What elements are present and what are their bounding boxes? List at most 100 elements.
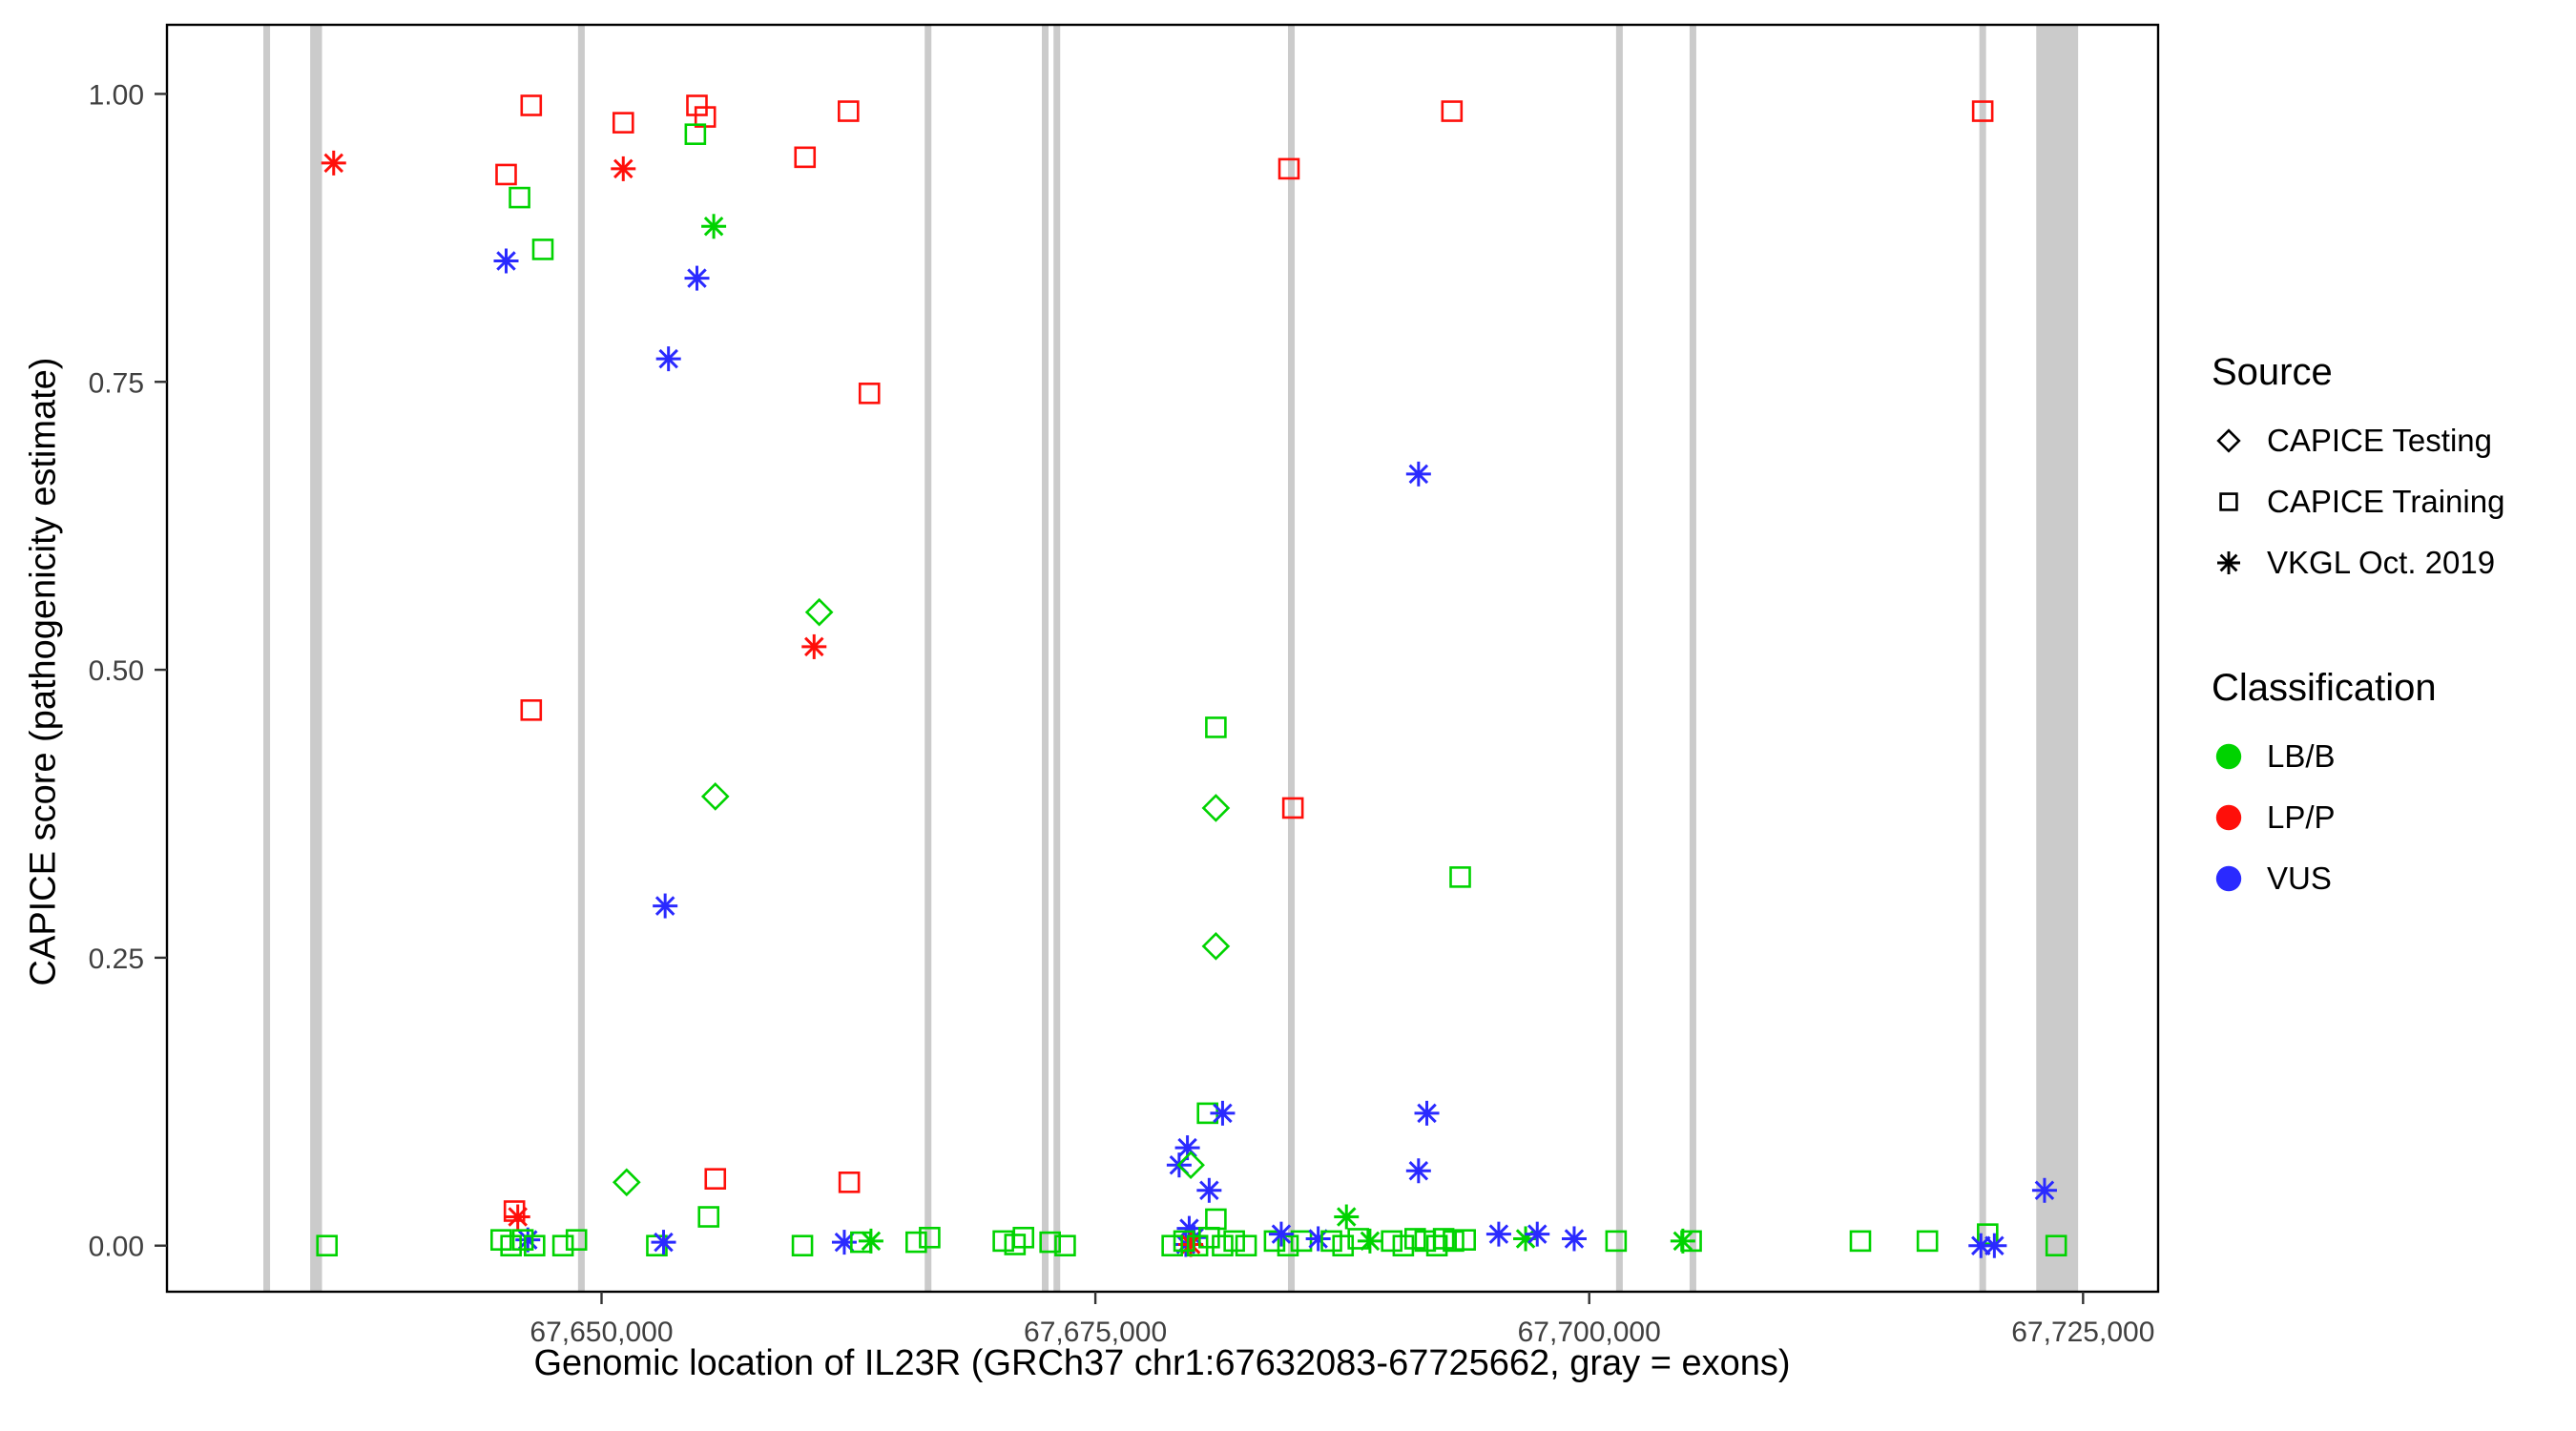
data-point-diamond: [1201, 931, 1231, 961]
legend-group-classification: Classification LB/B LP/P VUS: [2212, 667, 2504, 922]
data-point-square: [1277, 1234, 1299, 1257]
data-point-square: [509, 186, 530, 209]
data-point-asterisk: [1179, 1218, 1199, 1238]
data-point-asterisk: [1527, 1224, 1548, 1244]
data-point-square: [511, 1229, 534, 1251]
data-point-square: [1263, 1230, 1286, 1253]
data-point-square: [1320, 1230, 1342, 1253]
legend-label: LP/P: [2267, 799, 2336, 835]
x-tick-label: 67,650,000: [530, 1317, 673, 1348]
legend-label: VKGL Oct. 2019: [2267, 545, 2496, 580]
data-point-square: [1278, 157, 1300, 180]
data-point-square: [1454, 1229, 1476, 1251]
data-point-square: [1212, 1234, 1234, 1257]
data-point-square: [1849, 1230, 1872, 1253]
data-point-square: [858, 383, 881, 404]
data-point-square: [1971, 100, 1994, 122]
plot-panel: [167, 25, 2158, 1292]
data-point-asterisk: [1564, 1229, 1585, 1249]
data-point-square: [500, 1234, 522, 1257]
data-point-asterisk: [1984, 1235, 2005, 1255]
data-point-square: [1392, 1234, 1415, 1257]
data-point-asterisk: [1271, 1224, 1292, 1244]
exon-band: [310, 25, 322, 1292]
data-point-square: [1161, 1234, 1183, 1257]
legend-item-lpp: LP/P: [2212, 799, 2504, 836]
exon-band: [2036, 25, 2079, 1292]
data-point-square: [1425, 1234, 1448, 1257]
data-point-square: [1977, 1223, 1999, 1245]
exon-band: [577, 25, 585, 1292]
data-point-square: [520, 94, 543, 116]
legend: Source CAPICE Testing CAPICE Training: [2212, 351, 2504, 922]
legend-item-capice-training: CAPICE Training: [2212, 484, 2504, 520]
exon-band: [1689, 25, 1696, 1292]
data-point-asterisk: [2034, 1180, 2055, 1201]
x-axis-title: Genomic location of IL23R (GRCh37 chr1:6…: [533, 1343, 1791, 1383]
data-point-square: [1198, 1226, 1220, 1249]
exon-band: [1979, 25, 1986, 1292]
exon-band: [1053, 25, 1061, 1292]
data-point-asterisk: [1360, 1231, 1381, 1252]
legend-label: CAPICE Testing: [2267, 423, 2492, 458]
data-point-square: [1186, 1234, 1209, 1257]
legend-label: VUS: [2267, 861, 2332, 896]
data-point-square: [2045, 1234, 2067, 1257]
y-tick-label: 0.25: [89, 944, 144, 975]
data-point-square: [524, 1234, 546, 1257]
y-tick-label: 0.75: [89, 367, 144, 399]
data-point-square: [684, 123, 707, 145]
data-point-square: [1443, 1230, 1465, 1253]
green-dot-icon: [2215, 743, 2242, 770]
data-point-asterisk: [1672, 1231, 1693, 1252]
data-point-square: [1205, 716, 1227, 738]
asterisk-icon: [2217, 551, 2240, 574]
data-point-asterisk: [1408, 1160, 1429, 1181]
data-point-square: [1381, 1230, 1402, 1253]
data-point-square: [1680, 1230, 1702, 1253]
data-point-square: [1441, 100, 1464, 122]
data-point-asterisk: [323, 153, 343, 174]
data-point-square: [1916, 1230, 1939, 1253]
data-point-asterisk: [658, 348, 678, 369]
data-point-square: [791, 1234, 814, 1257]
data-point-diamond: [1201, 794, 1231, 822]
data-point-square: [1223, 1230, 1245, 1253]
data-point-square: [1449, 866, 1471, 888]
data-point-square: [704, 1168, 727, 1190]
red-dot-icon: [2215, 804, 2242, 831]
legend-classification-title: Classification: [2212, 667, 2437, 709]
data-point-asterisk: [654, 1232, 674, 1253]
panel-border: [165, 23, 2160, 1294]
data-point-square: [697, 1206, 720, 1228]
legend-source-title: Source: [2212, 351, 2333, 393]
data-point-square: [905, 1231, 927, 1254]
legend-label: CAPICE Training: [2267, 484, 2505, 519]
data-point-square: [794, 146, 817, 169]
data-point-asterisk: [1337, 1207, 1357, 1227]
data-point-asterisk: [496, 251, 516, 271]
legend-label: LB/B: [2267, 738, 2336, 774]
data-point-square: [531, 238, 554, 260]
data-point-square: [1054, 1234, 1076, 1257]
data-point-asterisk: [1408, 464, 1429, 485]
exon-band: [924, 25, 932, 1292]
data-point-asterisk: [518, 1230, 538, 1250]
data-point-square: [1012, 1226, 1035, 1249]
data-point-asterisk: [1417, 1103, 1437, 1124]
data-point-asterisk: [613, 158, 634, 179]
data-point-square: [1235, 1234, 1257, 1257]
data-point-square: [1332, 1234, 1355, 1257]
data-point-diamond: [612, 1168, 641, 1197]
y-tick-label: 0.00: [89, 1232, 144, 1263]
data-point-diamond: [804, 597, 834, 627]
data-point-square: [919, 1226, 941, 1249]
data-point-asterisk: [1488, 1224, 1509, 1244]
exon-band: [263, 25, 271, 1292]
data-point-square: [1173, 1230, 1195, 1253]
data-point-square: [1290, 1230, 1313, 1253]
data-point-asterisk: [508, 1207, 528, 1227]
data-point-asterisk: [1199, 1180, 1219, 1201]
data-point-square: [838, 100, 860, 122]
